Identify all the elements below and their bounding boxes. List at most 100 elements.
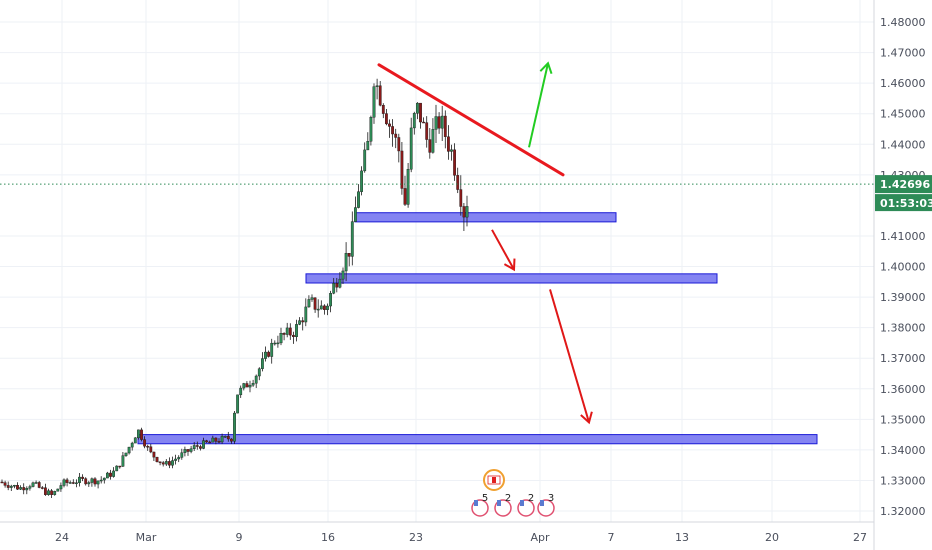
candle [53,490,57,496]
candle [363,142,367,173]
candle [136,429,140,440]
x-tick-label: 20 [765,531,779,544]
candle [74,479,78,488]
candle [388,119,391,138]
candle [99,476,103,484]
candle [16,482,19,490]
y-tick-label: 1.41000 [880,230,926,243]
x-tick-label: Apr [530,531,550,544]
candle [264,346,267,362]
x-axis[interactable]: 24 Mar 9 16 23 Apr 7 13 20 27 [55,531,867,544]
event-marker[interactable]: 3 [537,493,555,517]
candle [223,435,227,438]
countdown-badge [875,194,932,212]
candle [28,484,32,491]
x-tick-label: 13 [675,531,689,544]
economic-event-markers[interactable]: 5 2 2 3 [471,469,555,517]
candle [149,443,153,454]
y-axis-panel[interactable] [874,0,932,550]
candle [161,460,165,467]
candle [3,480,7,488]
x-tick-label: 16 [321,531,335,544]
candle [133,437,137,444]
candle [335,277,339,293]
candle [112,467,116,478]
candle [391,119,394,147]
candle [350,211,354,266]
candle [440,105,444,141]
candle [96,480,100,489]
candle [304,298,308,327]
candle [344,242,348,282]
candle [143,436,146,449]
candle [447,125,450,160]
x-tick-label: 23 [409,531,423,544]
candle [462,202,466,232]
candle [366,132,370,151]
event-marker[interactable]: 2 [494,493,512,517]
candle [313,297,317,313]
candle [360,166,363,196]
event-marker[interactable]: 5 [471,493,489,517]
candle [171,456,174,469]
event-marker[interactable]: 2 [517,493,535,517]
candle [167,457,171,469]
candle [431,118,435,154]
candle [177,455,181,463]
candle [192,442,196,452]
y-axis[interactable]: 1.480001.470001.460001.450001.440001.430… [880,16,926,518]
candle [323,304,326,315]
trendline[interactable] [377,63,565,177]
candle [465,195,469,227]
candle [385,109,388,126]
candle [233,410,236,444]
last-price-badge [875,175,932,194]
candle [319,300,323,310]
support-zones[interactable] [137,212,818,445]
candle [270,338,274,364]
arrow-up-icon[interactable] [528,61,553,148]
candle [105,471,109,479]
drawing-annotations[interactable] [377,61,593,425]
candle [394,128,398,149]
candle [347,253,351,267]
candle [295,319,298,342]
candle [403,175,407,207]
support-zone-rect[interactable] [305,273,718,284]
y-tick-label: 1.33000 [880,474,926,487]
candle [354,196,357,222]
candle [378,80,382,107]
candle [9,484,13,492]
candlesticks [0,78,874,499]
flag-icon[interactable] [483,469,505,491]
support-zone-rect[interactable] [137,434,818,445]
candle [443,110,447,149]
candle [369,115,373,146]
candle [419,102,422,129]
candle [115,465,119,472]
candle [37,480,41,489]
candle [226,431,230,442]
candle [357,184,360,209]
x-tick-label: 9 [236,531,243,544]
candle [130,441,134,451]
candle [459,175,463,216]
arrow-down-icon[interactable] [491,229,516,272]
candle [19,485,22,491]
candle [316,299,320,318]
candle [202,437,205,450]
candle [62,478,66,488]
candle [59,482,63,492]
candle [242,382,246,391]
candle [412,111,416,135]
support-zone-rect[interactable] [354,212,617,223]
candle [180,448,184,460]
candle [428,128,432,159]
candle [71,479,75,485]
candle [6,481,10,491]
y-tick-label: 1.47000 [880,47,926,60]
arrow-down-icon[interactable] [549,289,593,425]
last-price-value: 1.42696 [880,178,930,191]
candle [214,437,218,445]
